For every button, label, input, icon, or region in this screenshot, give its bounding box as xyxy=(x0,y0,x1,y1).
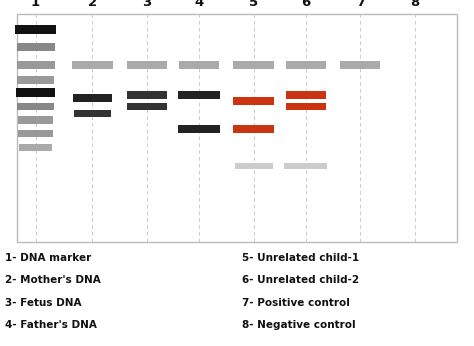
Text: 3: 3 xyxy=(142,0,152,9)
Bar xyxy=(285,91,326,99)
Bar xyxy=(73,94,112,102)
Text: 8: 8 xyxy=(410,0,419,9)
Bar xyxy=(233,97,274,104)
Bar xyxy=(285,102,326,110)
Text: 2: 2 xyxy=(88,0,97,9)
Text: 3- Fetus DNA: 3- Fetus DNA xyxy=(5,298,81,308)
Bar xyxy=(17,76,54,84)
Bar xyxy=(235,163,273,169)
Bar xyxy=(127,102,167,110)
Bar xyxy=(179,61,219,69)
Text: 1- DNA marker: 1- DNA marker xyxy=(5,253,91,263)
Bar xyxy=(16,88,55,97)
Bar xyxy=(17,14,457,242)
Text: 1: 1 xyxy=(31,0,40,9)
Text: 6: 6 xyxy=(301,0,310,9)
Bar xyxy=(19,144,52,151)
Text: 7- Positive control: 7- Positive control xyxy=(242,298,350,308)
Text: 7: 7 xyxy=(356,0,365,9)
Bar xyxy=(340,61,380,69)
Bar xyxy=(178,125,220,133)
Text: 4: 4 xyxy=(194,0,204,9)
Bar xyxy=(285,61,326,69)
Bar xyxy=(127,61,167,69)
Bar xyxy=(17,43,55,51)
Bar xyxy=(17,102,54,110)
Text: 4- Father's DNA: 4- Father's DNA xyxy=(5,320,97,330)
Bar xyxy=(17,61,55,69)
Bar xyxy=(18,130,53,137)
Bar xyxy=(72,61,112,69)
Text: 5- Unrelated child-1: 5- Unrelated child-1 xyxy=(242,253,359,263)
Bar xyxy=(233,125,274,133)
Bar xyxy=(74,110,111,117)
Text: 2- Mother's DNA: 2- Mother's DNA xyxy=(5,275,100,285)
Bar xyxy=(284,163,327,169)
Bar xyxy=(178,91,220,99)
Bar xyxy=(15,25,55,34)
Text: 8- Negative control: 8- Negative control xyxy=(242,320,356,330)
Text: 6- Unrelated child-2: 6- Unrelated child-2 xyxy=(242,275,359,285)
Text: 5: 5 xyxy=(249,0,258,9)
Bar xyxy=(18,116,53,124)
Bar xyxy=(233,61,274,69)
Bar xyxy=(127,91,167,99)
